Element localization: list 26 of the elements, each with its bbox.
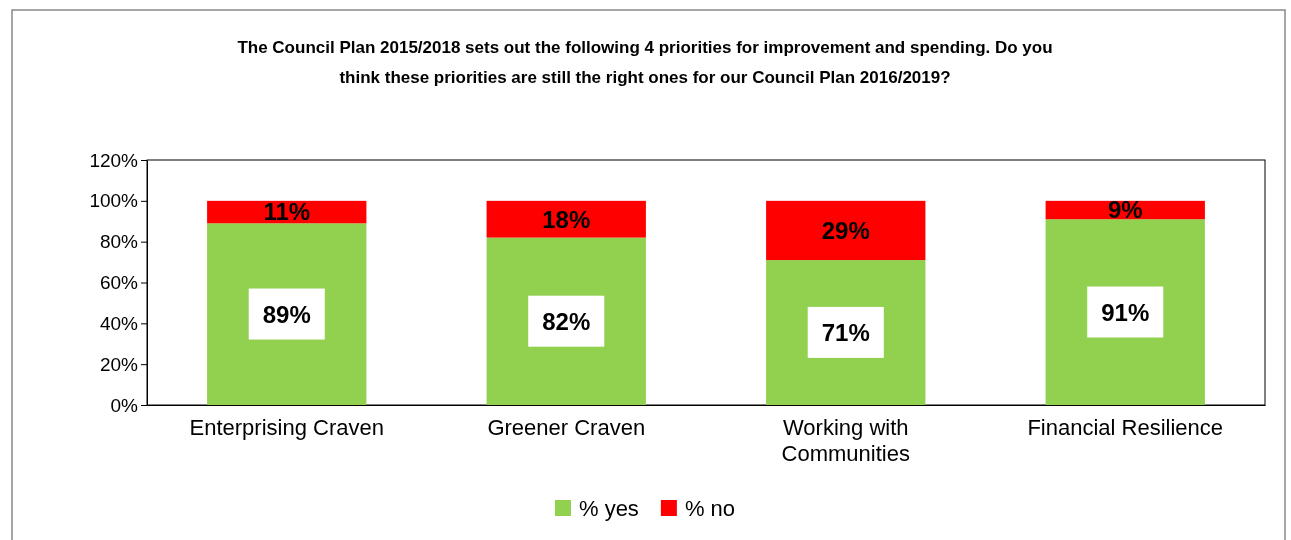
data-label: 11% bbox=[263, 198, 311, 226]
data-label: 29% bbox=[821, 216, 870, 244]
bar bbox=[207, 223, 367, 405]
legend-label: % yes bbox=[578, 495, 639, 521]
bar bbox=[1045, 219, 1205, 405]
chart-title: The Council Plan 2015/2018 sets out the following 4 priorities for improvement and spending. Do you think these priorities are still the right ones for our Council Plan 2016/2019? bbox=[237, 38, 1053, 87]
data-label: 91% bbox=[1101, 298, 1150, 326]
y-tick-label: 80% bbox=[99, 231, 139, 253]
legend-label: % no bbox=[684, 495, 736, 521]
y-tick-label: 60% bbox=[99, 272, 139, 294]
x-tick-label: Financial Resilience bbox=[1027, 415, 1224, 440]
y-tick-label: 100% bbox=[89, 190, 139, 212]
data-label: 82% bbox=[542, 307, 591, 335]
y-tick-label: 0% bbox=[110, 394, 139, 416]
data-label: 18% bbox=[542, 205, 591, 233]
x-tick-label: Working with Communities bbox=[781, 415, 910, 466]
bar bbox=[766, 200, 926, 261]
y-tick-label: 40% bbox=[99, 312, 139, 334]
x-tick-label: Enterprising Craven bbox=[189, 415, 384, 440]
data-label: 89% bbox=[262, 300, 311, 328]
y-tick-label: 20% bbox=[99, 353, 139, 375]
data-label: 71% bbox=[821, 318, 870, 346]
y-tick-label: 120% bbox=[89, 149, 139, 171]
bar bbox=[486, 200, 646, 238]
x-tick-label: Greener Craven bbox=[487, 415, 646, 440]
data-label: 9% bbox=[1107, 196, 1143, 224]
